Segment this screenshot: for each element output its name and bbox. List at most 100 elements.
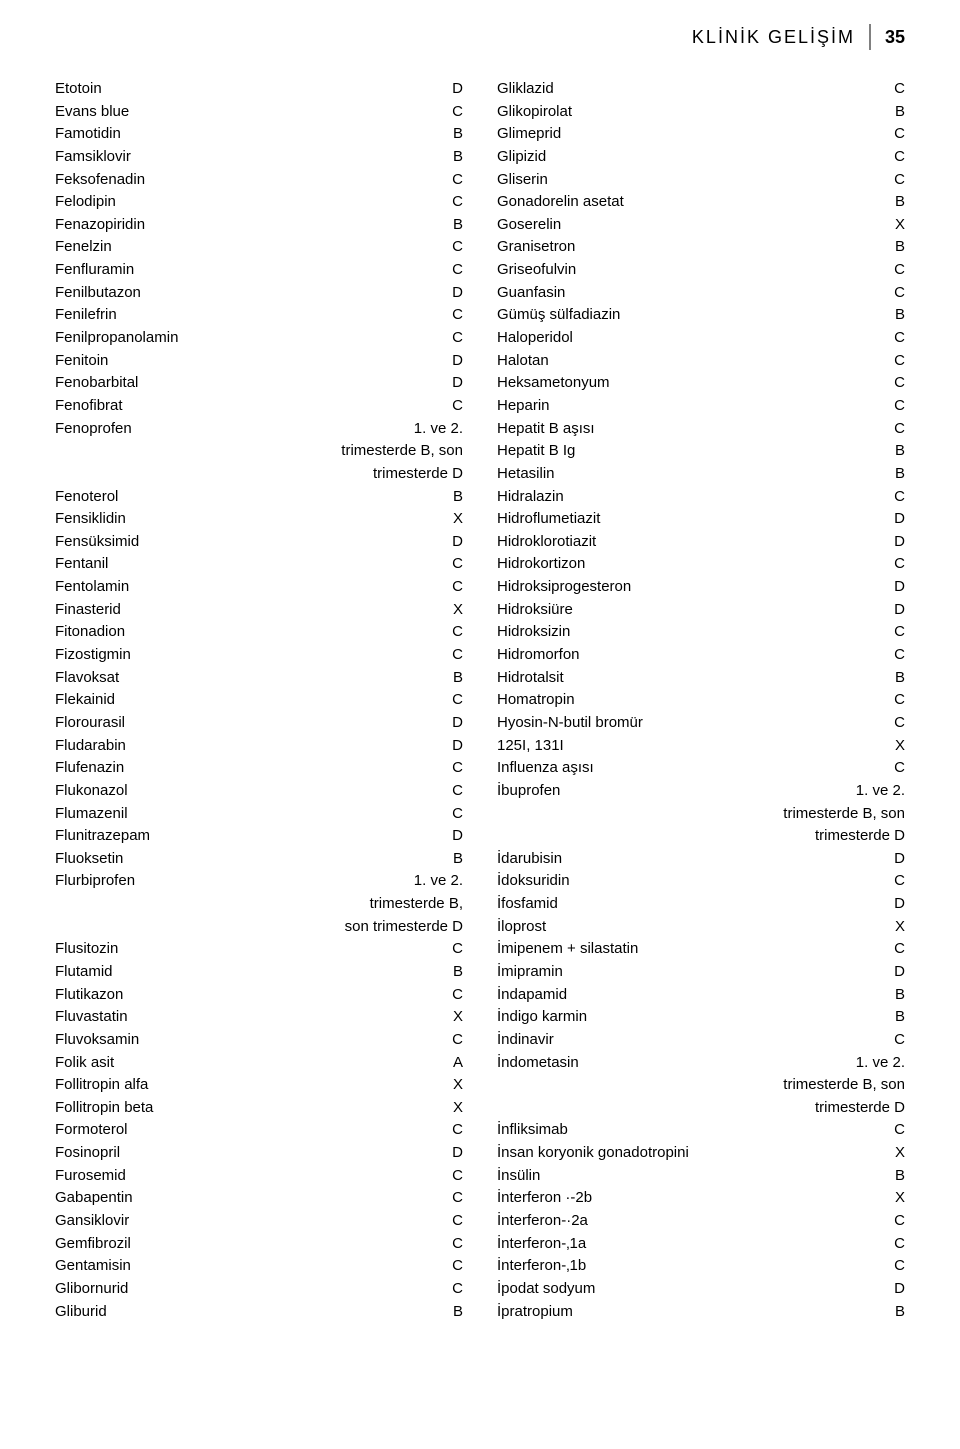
drug-name: Fenoterol bbox=[55, 486, 453, 509]
drug-name: Flunitrazepam bbox=[55, 825, 452, 848]
drug-row: GlimepridC bbox=[497, 123, 905, 146]
drug-name: Famotidin bbox=[55, 123, 453, 146]
drug-category: C bbox=[452, 1233, 463, 1256]
drug-name: Gliserin bbox=[497, 169, 894, 192]
drug-name: Famsiklovir bbox=[55, 146, 453, 169]
drug-category: C bbox=[452, 576, 463, 599]
drug-name: Hidroksiprogesteron bbox=[497, 576, 894, 599]
drug-category: C bbox=[894, 327, 905, 350]
left-column: EtotoinDEvans blueCFamotidinBFamsiklovir… bbox=[55, 78, 463, 1323]
drug-category: trimesterde D bbox=[815, 825, 905, 848]
drug-category: C bbox=[452, 304, 463, 327]
drug-category: trimesterde D bbox=[373, 463, 463, 486]
drug-row: trimesterde D bbox=[55, 463, 463, 486]
drug-category: C bbox=[894, 689, 905, 712]
drug-row: FenobarbitalD bbox=[55, 372, 463, 395]
drug-name: Formoterol bbox=[55, 1119, 452, 1142]
drug-row: İnterferon-·2aC bbox=[497, 1210, 905, 1233]
drug-name: Hyosin-N-butil bromür bbox=[497, 712, 894, 735]
header-title: KLİNİK GELİŞİM bbox=[692, 27, 855, 48]
drug-name: Glipizid bbox=[497, 146, 894, 169]
drug-category: D bbox=[452, 282, 463, 305]
drug-row: HidrotalsitB bbox=[497, 667, 905, 690]
drug-row: FenitoinD bbox=[55, 350, 463, 373]
drug-row: HetasilinB bbox=[497, 463, 905, 486]
drug-row: GemfibrozilC bbox=[55, 1233, 463, 1256]
drug-name: İndigo karmin bbox=[497, 1006, 895, 1029]
drug-row: GliserinC bbox=[497, 169, 905, 192]
drug-row: İpodat sodyumD bbox=[497, 1278, 905, 1301]
drug-name: Glikopirolat bbox=[497, 101, 895, 124]
drug-name: Goserelin bbox=[497, 214, 895, 237]
drug-name: İdoksuridin bbox=[497, 870, 894, 893]
drug-category: C bbox=[452, 1187, 463, 1210]
drug-category: C bbox=[452, 236, 463, 259]
drug-category: X bbox=[895, 735, 905, 758]
drug-category: A bbox=[453, 1052, 463, 1075]
drug-row: İdoksuridinC bbox=[497, 870, 905, 893]
drug-category: C bbox=[894, 78, 905, 101]
drug-category: C bbox=[452, 327, 463, 350]
drug-category: C bbox=[894, 938, 905, 961]
drug-category: B bbox=[895, 101, 905, 124]
drug-row: HaloperidolC bbox=[497, 327, 905, 350]
drug-category: B bbox=[453, 123, 463, 146]
drug-name: Fenitoin bbox=[55, 350, 452, 373]
drug-name: İndometasin bbox=[497, 1052, 856, 1075]
drug-name: İfosfamid bbox=[497, 893, 894, 916]
drug-category: trimesterde B, bbox=[370, 893, 463, 916]
drug-row: GlibornuridC bbox=[55, 1278, 463, 1301]
drug-name: Fitonadion bbox=[55, 621, 452, 644]
drug-name: Hetasilin bbox=[497, 463, 895, 486]
drug-category: 1. ve 2. bbox=[414, 870, 463, 893]
drug-name: İbuprofen bbox=[497, 780, 856, 803]
drug-row: FludarabinD bbox=[55, 735, 463, 758]
drug-name: Finasterid bbox=[55, 599, 453, 622]
drug-row: İfosfamidD bbox=[497, 893, 905, 916]
drug-name: Fensiklidin bbox=[55, 508, 453, 531]
drug-category: D bbox=[894, 961, 905, 984]
drug-category: C bbox=[894, 1119, 905, 1142]
drug-category: C bbox=[894, 1210, 905, 1233]
drug-name: İnsülin bbox=[497, 1165, 895, 1188]
drug-name: Gonadorelin asetat bbox=[497, 191, 895, 214]
drug-row: GriseofulvinC bbox=[497, 259, 905, 282]
drug-row: FenofibratC bbox=[55, 395, 463, 418]
drug-category: C bbox=[452, 938, 463, 961]
drug-category: C bbox=[894, 1029, 905, 1052]
drug-category: C bbox=[452, 1278, 463, 1301]
drug-row: GliburidB bbox=[55, 1301, 463, 1324]
drug-row: Fenoprofen1. ve 2. bbox=[55, 418, 463, 441]
drug-name: Flutamid bbox=[55, 961, 453, 984]
drug-name: Fenofibrat bbox=[55, 395, 452, 418]
drug-row: HeparinC bbox=[497, 395, 905, 418]
drug-category: D bbox=[452, 1142, 463, 1165]
drug-row: İloprostX bbox=[497, 916, 905, 939]
drug-row: Evans blueC bbox=[55, 101, 463, 124]
drug-name: Fizostigmin bbox=[55, 644, 452, 667]
drug-row: EtotoinD bbox=[55, 78, 463, 101]
drug-category: C bbox=[894, 1233, 905, 1256]
drug-category: B bbox=[895, 1301, 905, 1324]
drug-row: FentanilC bbox=[55, 553, 463, 576]
drug-category: B bbox=[453, 961, 463, 984]
drug-name: Fenobarbital bbox=[55, 372, 452, 395]
drug-row: trimesterde D bbox=[497, 825, 905, 848]
drug-name: Flurbiprofen bbox=[55, 870, 414, 893]
right-column: GliklazidCGlikopirolatBGlimepridCGlipizi… bbox=[497, 78, 905, 1323]
drug-name: Evans blue bbox=[55, 101, 452, 124]
drug-name: Follitropin alfa bbox=[55, 1074, 453, 1097]
drug-row: İbuprofen1. ve 2. bbox=[497, 780, 905, 803]
drug-row: Gonadorelin asetatB bbox=[497, 191, 905, 214]
drug-category: C bbox=[894, 282, 905, 305]
drug-name: Furosemid bbox=[55, 1165, 452, 1188]
drug-name: İmipramin bbox=[497, 961, 894, 984]
drug-name: İpratropium bbox=[497, 1301, 895, 1324]
drug-name: Fensüksimid bbox=[55, 531, 452, 554]
drug-name: Feksofenadin bbox=[55, 169, 452, 192]
drug-name: Hidrotalsit bbox=[497, 667, 895, 690]
drug-category: C bbox=[894, 644, 905, 667]
drug-category: B bbox=[453, 1301, 463, 1324]
drug-name: Fosinopril bbox=[55, 1142, 452, 1165]
drug-name: Flumazenil bbox=[55, 803, 452, 826]
